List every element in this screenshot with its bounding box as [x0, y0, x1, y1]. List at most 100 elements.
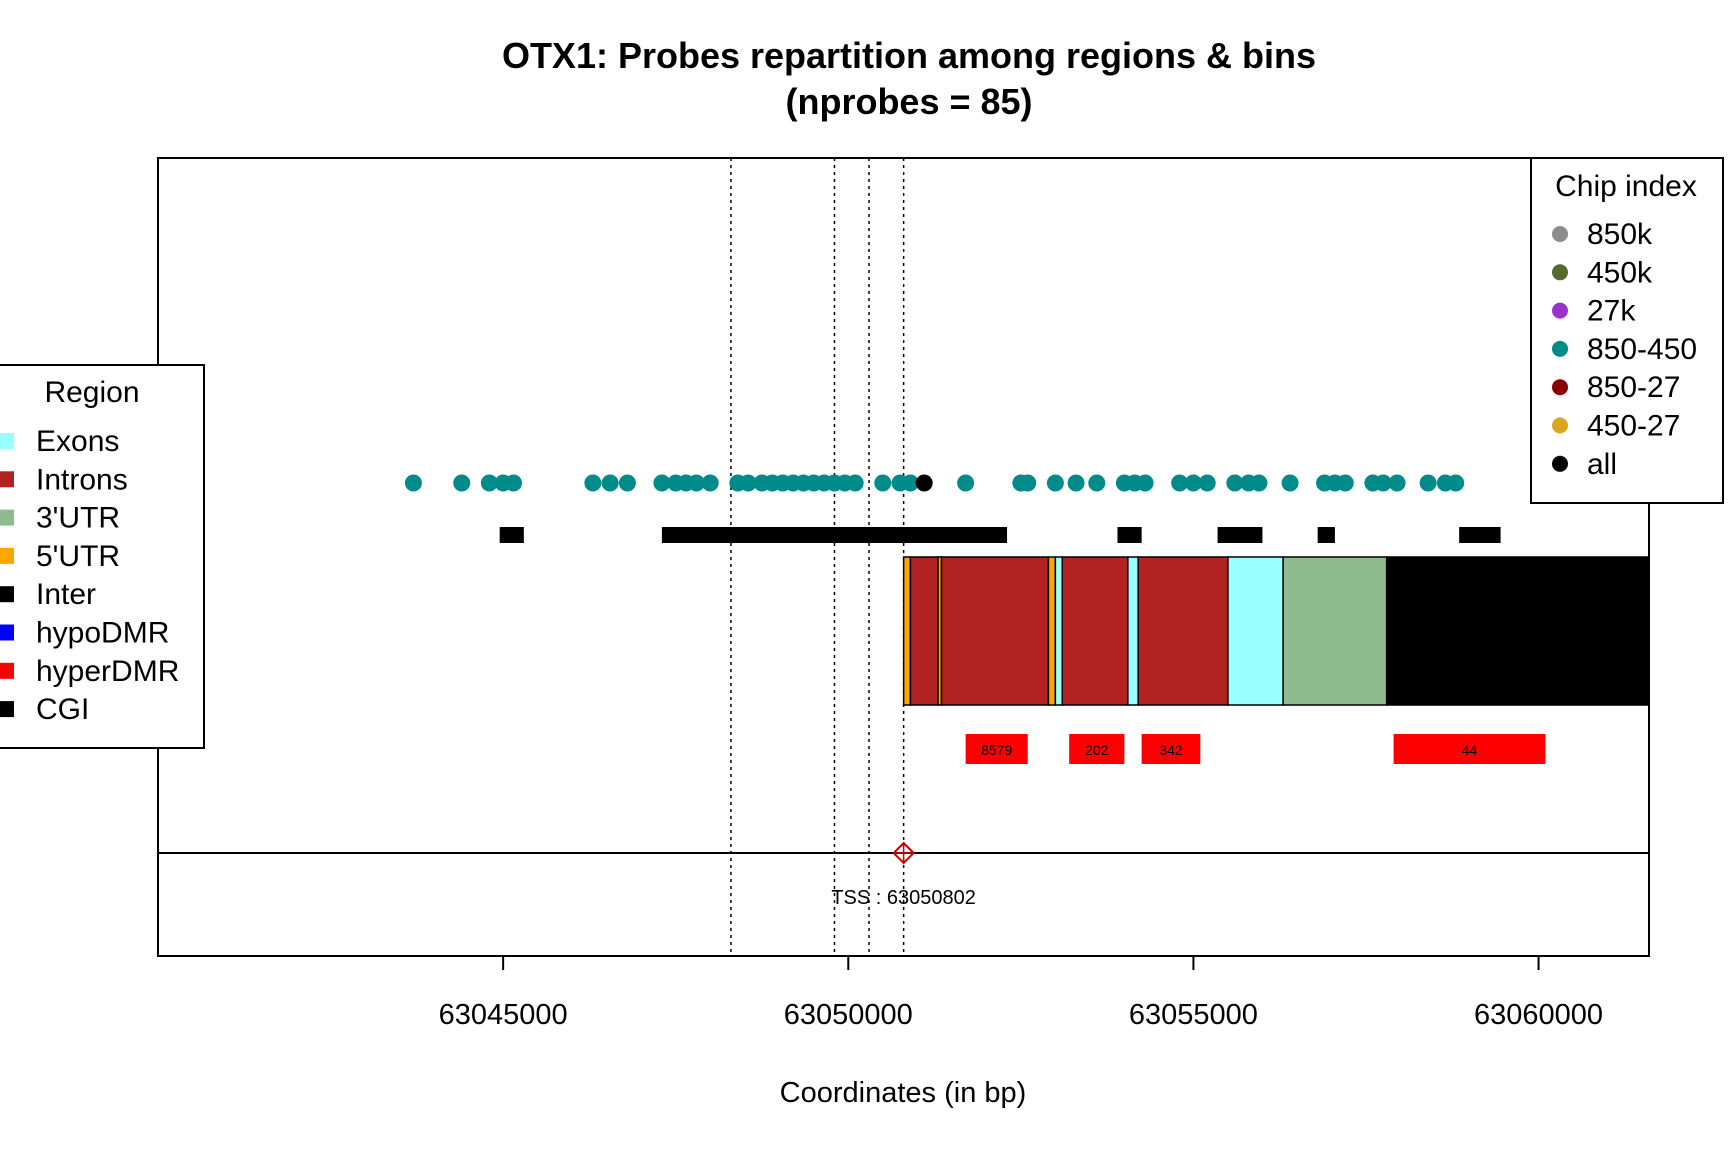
chip-legend-item: 450-27	[1587, 410, 1680, 443]
dmr-label: 202	[1085, 742, 1109, 758]
gene-region-block	[1282, 556, 1388, 706]
dmr-block	[1069, 734, 1125, 764]
probe-point	[687, 474, 705, 492]
probe-point	[1046, 474, 1064, 492]
gene-region-block	[940, 556, 1050, 706]
probe-point	[701, 474, 719, 492]
probe-point	[1419, 474, 1437, 492]
legend-dot	[1552, 455, 1568, 472]
x-axis: 63045000 63050000 63055000 63060000	[439, 955, 1603, 1031]
chip-legend-item: 850-27	[1587, 371, 1680, 404]
region-legend: Region Exons Introns 3'UTR 5'UTR Inter hypoDM…	[0, 364, 205, 749]
probe-point	[1184, 474, 1202, 492]
region-legend-item: 3'UTR	[36, 502, 120, 535]
region-legend-item: hypoDMR	[36, 617, 169, 650]
probes-layer	[404, 474, 1465, 492]
region-legend-item: Exons	[36, 425, 119, 458]
legend-dot	[1552, 340, 1568, 357]
legend-swatch	[0, 624, 14, 641]
legend-dot	[1552, 379, 1568, 396]
legend-swatch	[0, 701, 14, 718]
legend-swatch	[0, 433, 14, 449]
probe-point	[1136, 474, 1154, 492]
chip-legend-title: Chip index	[1555, 170, 1697, 203]
gene-region-block	[909, 556, 939, 706]
probe-point	[1171, 474, 1189, 492]
chip-legend-box	[1530, 157, 1724, 504]
probe-point	[1198, 474, 1216, 492]
gene-region-block	[1054, 556, 1064, 706]
probe-point	[1388, 474, 1406, 492]
probe-point	[739, 474, 757, 492]
probe-point	[1226, 474, 1244, 492]
region-legend-item: hyperDMR	[36, 655, 179, 688]
probe-point	[480, 474, 498, 492]
gene-region-block	[902, 556, 912, 706]
legend-dot	[1552, 264, 1568, 281]
region-legend-item: 5'UTR	[36, 540, 120, 573]
probe-point	[915, 474, 933, 492]
vlines-layer	[730, 158, 905, 956]
probe-point	[1250, 474, 1268, 492]
dmr-label: 8579	[981, 742, 1012, 758]
legend-swatch	[0, 547, 14, 564]
legend-swatch	[0, 662, 14, 679]
chip-legend-item: 850-450	[1587, 333, 1697, 366]
x-tick-label: 63050000	[784, 999, 913, 1031]
probe-point	[901, 474, 919, 492]
probe-point	[1067, 474, 1085, 492]
dmr-block	[1141, 734, 1201, 764]
legend-swatch	[0, 586, 14, 603]
legend-dot	[1552, 302, 1568, 319]
legend-swatch	[0, 471, 14, 488]
region-legend-title: Region	[44, 376, 139, 409]
gene-region-block	[1385, 556, 1650, 706]
gene-region-block	[1047, 556, 1057, 706]
probe-point	[846, 474, 864, 492]
probe-point	[1336, 474, 1354, 492]
gene-region-block	[1127, 556, 1139, 706]
region-legend-item: Introns	[36, 463, 128, 496]
probe-point	[653, 474, 671, 492]
cgi-block	[661, 527, 1008, 543]
dmr-layer: 8579 202 342 44	[965, 734, 1546, 764]
chip-legend-item: 850k	[1587, 218, 1653, 251]
cgi-block	[499, 527, 524, 543]
dmr-block	[965, 734, 1028, 764]
cgi-block	[1317, 527, 1335, 543]
gene-region-block	[1137, 556, 1229, 706]
probe-point	[601, 474, 619, 492]
chart-subtitle: (nprobes = 85)	[785, 81, 1032, 122]
x-axis-label: Coordinates (in bp)	[780, 1077, 1027, 1109]
probe-point	[1088, 474, 1106, 492]
dmr-label: 44	[1462, 742, 1478, 758]
dmr-label: 342	[1159, 742, 1183, 758]
x-tick-label: 63060000	[1474, 999, 1603, 1031]
chip-legend-item: 450k	[1587, 256, 1653, 289]
cgi-block	[1217, 527, 1263, 543]
probe-point	[504, 474, 522, 492]
legend-swatch	[0, 509, 14, 526]
region-legend-item: CGI	[36, 693, 89, 726]
gene-regions-layer	[902, 556, 1650, 706]
probe-point	[1019, 474, 1037, 492]
chart-title: OTX1: Probes repartition among regions &…	[502, 35, 1316, 76]
probe-point	[453, 474, 471, 492]
probe-point	[1447, 474, 1465, 492]
probe-point	[874, 474, 892, 492]
x-tick-label: 63045000	[439, 999, 568, 1031]
probe-point	[584, 474, 602, 492]
gene-region-block	[1227, 556, 1284, 706]
probe-point	[618, 474, 636, 492]
probe-point	[957, 474, 975, 492]
region-legend-item: Inter	[36, 578, 96, 611]
probe-point	[404, 474, 422, 492]
probe-point	[1281, 474, 1299, 492]
cgi-block	[1117, 527, 1142, 543]
x-tick-label: 63055000	[1129, 999, 1258, 1031]
cgi-block	[1459, 527, 1501, 543]
chip-legend-item: 27k	[1587, 295, 1636, 328]
chip-legend: Chip index 850k 450k 27k 850-450 850-27 450-2…	[1530, 157, 1724, 504]
region-legend-box	[0, 364, 205, 749]
